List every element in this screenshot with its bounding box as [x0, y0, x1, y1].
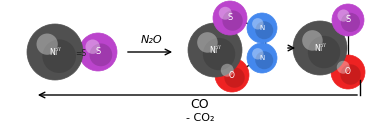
Text: =S: =S	[75, 48, 86, 57]
Circle shape	[79, 33, 117, 71]
Circle shape	[203, 38, 235, 70]
Circle shape	[247, 13, 277, 43]
Circle shape	[90, 43, 112, 66]
Circle shape	[213, 1, 247, 35]
Circle shape	[222, 10, 243, 31]
Circle shape	[338, 9, 350, 22]
Circle shape	[27, 24, 83, 80]
Circle shape	[197, 32, 218, 53]
Circle shape	[252, 18, 263, 30]
Text: N₂O: N₂O	[141, 35, 163, 45]
Circle shape	[215, 58, 249, 92]
Text: Ni$^{II}$: Ni$^{II}$	[48, 46, 62, 58]
Circle shape	[331, 55, 365, 89]
Circle shape	[42, 39, 76, 73]
Circle shape	[221, 64, 234, 77]
Circle shape	[308, 36, 340, 68]
Text: - CO₂: - CO₂	[186, 113, 214, 123]
Text: Ni$^{II}$: Ni$^{II}$	[209, 44, 222, 56]
Circle shape	[188, 23, 242, 77]
Text: Δ: Δ	[304, 25, 312, 38]
Text: S: S	[95, 47, 101, 57]
Circle shape	[337, 61, 350, 74]
Circle shape	[252, 48, 263, 60]
Text: - N₂: - N₂	[299, 39, 317, 49]
Text: Ni$^{II}$: Ni$^{II}$	[313, 42, 327, 54]
Circle shape	[37, 34, 58, 55]
Circle shape	[293, 21, 347, 75]
Text: O: O	[345, 67, 351, 76]
Circle shape	[340, 64, 361, 85]
Text: N: N	[259, 25, 265, 31]
Text: S: S	[345, 15, 351, 24]
Circle shape	[225, 67, 245, 88]
Circle shape	[219, 7, 232, 20]
Circle shape	[255, 21, 273, 39]
Text: CO: CO	[191, 99, 209, 112]
Circle shape	[332, 4, 364, 36]
Circle shape	[302, 30, 323, 51]
Text: S: S	[228, 14, 232, 22]
Circle shape	[341, 13, 360, 32]
Circle shape	[247, 43, 277, 73]
Circle shape	[255, 51, 273, 69]
Circle shape	[85, 40, 100, 54]
Text: N: N	[259, 55, 265, 61]
Text: O: O	[229, 70, 235, 80]
